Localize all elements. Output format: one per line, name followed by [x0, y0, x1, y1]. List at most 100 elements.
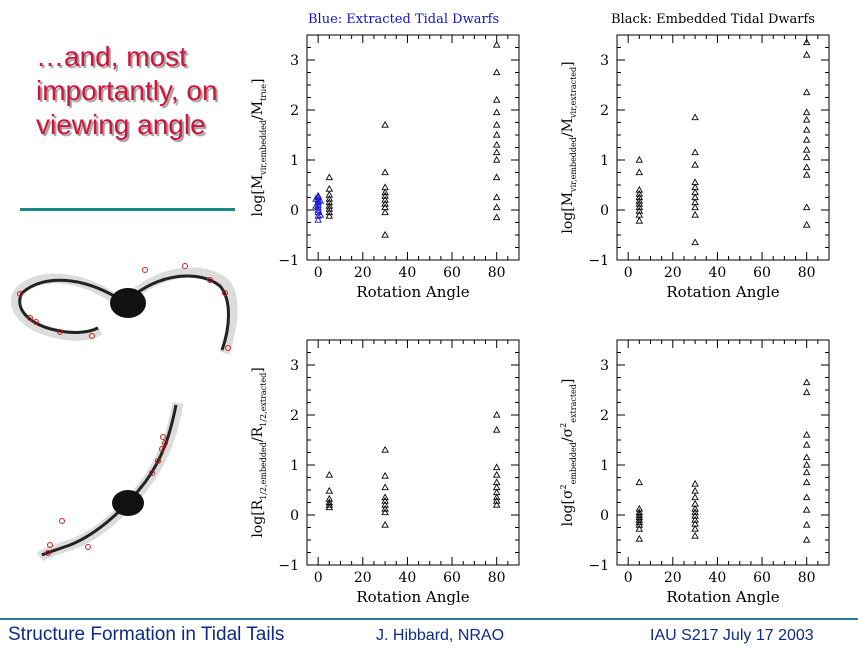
data-point-embedded [802, 505, 811, 513]
slide-headline: …and, most importantly, on viewing angle [36, 41, 218, 140]
data-point-embedded [802, 153, 811, 161]
data-point-embedded [492, 68, 501, 76]
x-tick-label: 0 [314, 570, 323, 586]
y-tick-label: 3 [600, 358, 609, 374]
data-point-embedded [635, 478, 644, 486]
data-point-embedded [492, 496, 501, 504]
x-tick-label: 60 [753, 570, 771, 586]
data-point-embedded [635, 155, 644, 163]
chart-radius-ratio: 0 20 40 60 80 −1 0 1 2 3 Rotation Angle log[R1/2,em… [250, 339, 520, 606]
data-point-embedded [635, 210, 644, 218]
data-point-extracted [314, 191, 322, 199]
data-point-embedded [325, 470, 334, 478]
data-point-embedded [691, 531, 699, 539]
x-tick-label: 60 [753, 265, 771, 281]
data-point-embedded [381, 120, 389, 128]
y-tick-label: 0 [290, 508, 299, 524]
data-point-embedded [802, 115, 811, 123]
data-point-embedded [635, 534, 644, 542]
x-tick-label: 80 [488, 570, 506, 586]
data-point-embedded [325, 194, 334, 202]
data-point-embedded [381, 199, 389, 207]
data-point-embedded [325, 211, 334, 219]
y-tick-label: 1 [290, 458, 299, 474]
data-point-embedded [691, 148, 699, 156]
footer-conference: IAU S217 July 17 2003 [650, 627, 814, 644]
data-point-embedded [381, 493, 389, 501]
data-point-embedded [492, 40, 501, 48]
y-tick-label: 2 [290, 103, 299, 119]
data-point-embedded [802, 520, 811, 528]
chart-dispersion-ratio: 0 20 40 60 80 −1 0 1 2 3 Rotation Angle log[σ2embed… [559, 339, 830, 606]
data-point-embedded [802, 170, 811, 178]
y-axis-label: log[σ2embedded/σ2extracted] [559, 379, 578, 527]
simulation-image-edge-on [36, 401, 184, 562]
data-point-embedded [325, 486, 334, 494]
data-point-embedded [381, 500, 389, 508]
data-point-embedded [802, 468, 811, 476]
plot-frame [616, 34, 830, 261]
data-point-embedded [802, 38, 811, 46]
footer-author: J. Hibbard, NRAO [376, 627, 505, 644]
y-tick-label: 0 [600, 203, 609, 219]
data-point-extracted [316, 210, 325, 218]
data-point-embedded [802, 478, 811, 486]
x-tick-label: 0 [314, 265, 323, 281]
data-point-embedded [492, 203, 501, 211]
x-tick-label: 40 [709, 265, 727, 281]
y-tick-label: 2 [600, 408, 609, 424]
y-tick-label: 2 [600, 103, 609, 119]
y-tick-label: −1 [278, 253, 299, 269]
data-point-embedded [635, 520, 644, 528]
y-axis-label-text: log[Mvir,embedded/Mvir,extracted] [560, 61, 578, 233]
data-point-embedded [802, 163, 811, 171]
data-point-embedded [381, 230, 389, 238]
data-point-embedded [635, 185, 644, 193]
data-point-embedded [802, 440, 811, 448]
data-point-embedded [492, 108, 501, 116]
x-tick-label: 0 [624, 265, 633, 281]
legend-embedded: Black: Embedded Tidal Dwarfs [611, 12, 815, 27]
x-axis-label: Rotation Angle [666, 588, 779, 606]
data-point-embedded [802, 388, 811, 396]
data-point-embedded [691, 479, 699, 487]
data-point-embedded [691, 524, 699, 532]
data-point-embedded [492, 193, 501, 201]
x-tick-label: 60 [443, 570, 461, 586]
footer-divider [0, 618, 858, 620]
data-point-embedded [381, 191, 389, 199]
y-tick-label: 0 [290, 203, 299, 219]
data-point-embedded [325, 173, 334, 181]
y-axis-label: log[R1/2,embedded/R1/2,extracted] [250, 367, 268, 537]
x-tick-label: 40 [709, 570, 727, 586]
x-tick-label: 80 [798, 570, 816, 586]
data-point-extracted [312, 201, 320, 209]
data-point-embedded [325, 201, 334, 209]
data-point-embedded [802, 430, 811, 438]
plot-frame [306, 34, 520, 261]
data-point-embedded [381, 188, 389, 196]
data-point-embedded [691, 160, 699, 168]
x-tick-label: 20 [664, 570, 682, 586]
y-tick-label: 3 [600, 53, 609, 69]
x-tick-label: 20 [354, 570, 372, 586]
plot-frame [306, 339, 520, 566]
data-point-embedded [802, 203, 811, 211]
footer-talk-title: Structure Formation in Tidal Tails [8, 624, 285, 645]
data-point-embedded [492, 130, 501, 138]
data-point-embedded [492, 410, 501, 418]
data-point-embedded [802, 50, 811, 58]
data-point-embedded [325, 208, 334, 216]
x-tick-label: 20 [354, 265, 372, 281]
simulation-image-face-on [10, 263, 238, 355]
x-axis-label: Rotation Angle [356, 283, 469, 301]
data-point-embedded [635, 216, 644, 224]
x-tick-label: 80 [798, 265, 816, 281]
y-tick-label: 1 [290, 153, 299, 169]
data-point-embedded [325, 184, 334, 192]
data-point-embedded [691, 486, 699, 494]
y-axis-label-text: log[Mvir,embedded/Mtrue] [250, 79, 268, 217]
y-axis-label-text: log[R1/2,embedded/R1/2,extracted] [250, 367, 268, 537]
data-point-embedded [635, 203, 644, 211]
y-tick-label: 3 [290, 358, 299, 374]
